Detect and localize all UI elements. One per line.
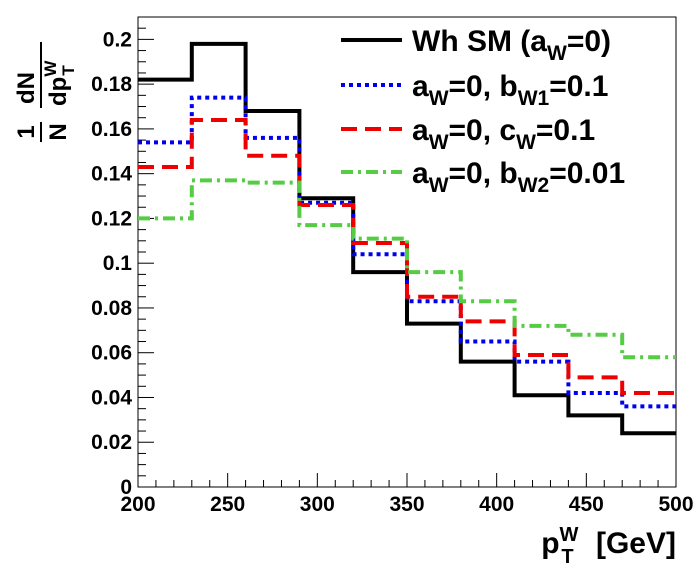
y-tick-label: 0.04 — [91, 386, 132, 409]
x-tick-label: 300 — [300, 493, 335, 516]
y-tick-label: 0.18 — [91, 73, 132, 96]
y-tick-label: 0.14 — [91, 163, 132, 186]
y-tick-label: 0.12 — [91, 207, 132, 230]
legend-label-4: aW=0, bW2=0.01 — [412, 157, 625, 197]
histogram-series — [138, 41, 676, 436]
y-tick-label: 0.06 — [91, 342, 132, 365]
y-title-prefix-denominator: N — [45, 123, 72, 140]
legend-label-1: Wh SM (aW=0) — [412, 25, 611, 65]
y-title-denominator: dpWT — [41, 60, 78, 106]
y-tick-label: 0 — [120, 476, 132, 499]
y-tick-label: 0.02 — [91, 431, 132, 454]
y-axis-title: 1 N dN dpWT — [13, 42, 78, 142]
y-tick-label: 0.1 — [103, 252, 133, 275]
y-title-numerator: dN — [13, 72, 40, 104]
axis-ticks — [137, 16, 677, 488]
y-title-prefix-numerator: 1 — [13, 125, 40, 138]
x-tick-label: 250 — [210, 493, 245, 516]
legend-label-2: aW=0, bW1=0.1 — [412, 70, 608, 110]
axis-tick-labels: 200 250 300 350 400 450 500 0 0.02 0.04 0.06 0.08 0.… — [91, 28, 693, 516]
x-tick-label: 500 — [658, 493, 693, 516]
y-tick-label: 0.16 — [91, 118, 132, 141]
legend-label-3: aW=0, cW=0.1 — [412, 114, 595, 154]
y-tick-label: 0.2 — [103, 28, 132, 51]
x-tick-label: 450 — [569, 493, 604, 516]
x-tick-label: 350 — [389, 493, 424, 516]
x-tick-label: 400 — [479, 493, 514, 516]
x-axis-title: pW T [GeV] — [541, 524, 676, 568]
y-tick-label: 0.08 — [91, 297, 132, 320]
series-line-3 — [138, 117, 676, 395]
x-tick-label: 200 — [120, 493, 155, 516]
series-line-4 — [138, 178, 676, 360]
legend: Wh SM (aW=0) aW=0, bW1=0.1aW=0, cW=0.1aW=… — [341, 25, 625, 197]
